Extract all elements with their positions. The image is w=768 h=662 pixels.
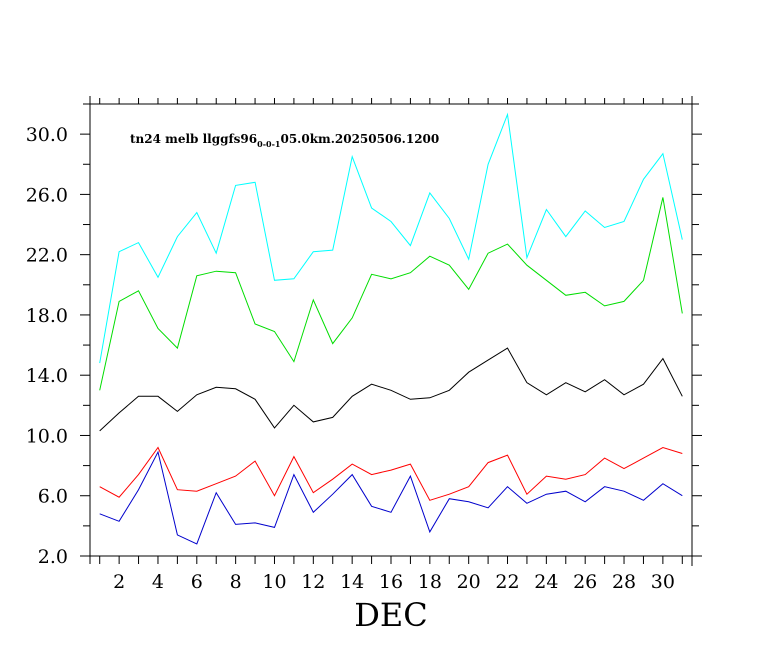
x-tick-label-4: 10 [262, 571, 286, 593]
y-tick-label-4: 18.0 [26, 305, 68, 327]
y-tick-label-0: 2.0 [38, 546, 68, 568]
x-axis-label: DEC [354, 596, 428, 634]
chart-title: tn24 melb llggfs960-0-105.0km.20250506.1… [130, 132, 439, 149]
x-tick-label-8: 18 [418, 571, 442, 593]
x-tick-label-12: 26 [573, 571, 597, 593]
title-main: tn24 melb llggfs96 [130, 132, 257, 146]
y-tick-label-7: 30.0 [26, 124, 68, 146]
x-tick-label-9: 20 [457, 571, 481, 593]
x-tick-label-14: 30 [651, 571, 675, 593]
y-tick-label-2: 10.0 [26, 425, 68, 447]
y-tick-label-5: 22.0 [26, 245, 68, 267]
x-tick-label-10: 22 [495, 571, 519, 593]
tick-labels: 2.06.010.014.018.022.026.030.02 4 6 8 10 12 14… [26, 124, 675, 593]
title-rest: 05.0km.20250506.1200 [280, 132, 439, 146]
series-line-5 [99, 450, 683, 545]
title-subscript: 0-0-1 [257, 139, 280, 149]
x-tick-label-11: 24 [534, 571, 558, 593]
y-tick-label-1: 6.0 [38, 486, 68, 508]
x-tick-label-13: 28 [612, 571, 636, 593]
x-tick-label-5: 12 [301, 571, 325, 593]
x-tick-label-0: 2 [113, 571, 125, 593]
series-line-2 [99, 197, 683, 391]
series-line-4 [99, 446, 683, 501]
x-tick-label-6: 14 [340, 571, 364, 593]
y-tick-label-6: 26.0 [26, 184, 68, 206]
axis-ticks [80, 98, 702, 564]
y-tick-label-3: 14.0 [26, 365, 68, 387]
x-tick-label-3: 8 [230, 571, 242, 593]
x-tick-label-2: 6 [191, 571, 203, 593]
series-line-1 [99, 112, 683, 364]
x-tick-label-7: 16 [379, 571, 403, 593]
series-layer [99, 112, 683, 545]
x-tick-label-1: 4 [152, 571, 164, 593]
series-line-3 [99, 347, 683, 432]
